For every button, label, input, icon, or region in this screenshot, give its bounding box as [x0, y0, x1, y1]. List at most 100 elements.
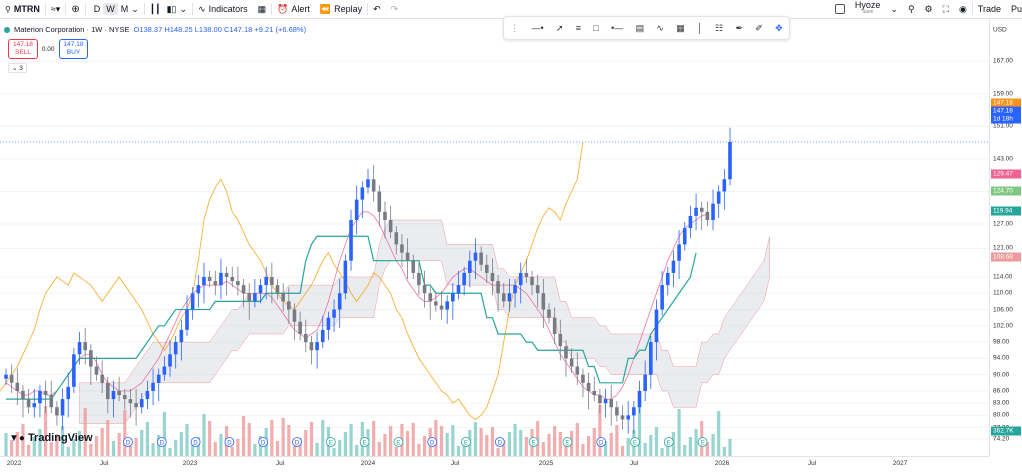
measure-icon[interactable]: ☷ — [715, 22, 724, 33]
candle-body — [287, 301, 291, 310]
templates-button[interactable]: ▦ — [253, 0, 272, 18]
interval-w[interactable]: W — [103, 3, 118, 15]
volume-bar — [241, 416, 246, 456]
divider — [84, 3, 86, 15]
indicators-toggle[interactable]: ⌄ 3 — [8, 63, 27, 73]
candle-body — [637, 390, 642, 408]
candle-body — [343, 260, 348, 294]
candle-body — [383, 211, 387, 220]
fullscreen-button[interactable]: ⛶ — [938, 0, 954, 18]
layout-menu[interactable]: Hyoze Save ⌄ — [830, 0, 903, 18]
time-axis[interactable]: 2022 Jul 2023 Jul 2024 Jul 2025 Jul 2026 Jul 2027 — [0, 456, 989, 475]
redo-button[interactable]: ↷ — [386, 0, 404, 18]
bar-style-button[interactable]: ┃┃ ▮▯ ⌄ — [145, 0, 192, 18]
candle-body — [484, 264, 489, 273]
event-marker-earnings — [562, 437, 573, 447]
divider — [44, 3, 46, 15]
volume-bar — [106, 420, 110, 456]
parallel-channel-icon[interactable]: ≡ — [575, 23, 582, 33]
candle-body — [139, 399, 144, 408]
compare-button[interactable]: ≈▾ — [46, 0, 65, 18]
volume-bar — [694, 429, 698, 456]
price-tick-label: 80.00 — [993, 411, 1010, 419]
volume-bar — [72, 439, 76, 456]
price-tick-label: 121.00 — [993, 244, 1013, 252]
volume-bar — [473, 422, 478, 456]
candle-body — [360, 187, 365, 200]
price-tick-label: 98.00 — [993, 338, 1010, 346]
volume-bar — [128, 446, 133, 456]
trend-line-icon[interactable]: ➚ — [555, 22, 564, 33]
vertical-line-icon[interactable]: │ — [697, 23, 703, 33]
fib-retracement-icon[interactable]: ▤ — [635, 22, 645, 33]
indicator-count: 3 — [19, 65, 23, 72]
candle-body — [513, 285, 517, 294]
settings-button[interactable]: ⚙ — [920, 0, 938, 18]
volume-bar — [134, 438, 138, 456]
volume-bar — [15, 432, 19, 456]
publish-button[interactable]: Pu — [1006, 0, 1022, 18]
symbol-search[interactable]: ⚲ MTRN — [0, 0, 45, 18]
volume-bar — [485, 435, 489, 456]
event-marker-earnings — [630, 437, 640, 447]
volume-bar — [162, 412, 166, 456]
volume-bar — [649, 435, 653, 456]
interval-m[interactable]: M — [120, 4, 129, 14]
volume-bar — [196, 437, 200, 456]
rewind-icon: ⏪ — [319, 3, 332, 14]
horizontal-line-icon[interactable]: —• — [531, 23, 544, 33]
sell-button[interactable]: 147.18 SELL — [8, 39, 38, 59]
candle-body — [682, 228, 687, 245]
crosshair-icon[interactable]: ✥ — [775, 22, 783, 33]
path-icon[interactable]: ∿ — [656, 22, 664, 33]
candle-body — [456, 285, 461, 294]
fullscreen-icon: ⛶ — [942, 3, 949, 14]
chevron-down-icon[interactable]: ⌄ — [131, 3, 139, 14]
candle-body — [496, 281, 500, 294]
interval-group: D W M ⌄ — [86, 0, 144, 18]
volume-bar — [49, 442, 53, 456]
time-tick-label: 2023 — [182, 460, 198, 467]
indicators-button[interactable]: ∿ Indicators — [193, 0, 253, 18]
event-marker-label: D — [295, 441, 300, 447]
trade-button[interactable]: Trade — [973, 0, 1006, 18]
event-marker-label: D — [599, 441, 604, 447]
event-marker-earnings — [325, 437, 336, 447]
volume-bar — [654, 427, 659, 456]
volume-bar — [722, 447, 726, 456]
candle-body — [405, 252, 410, 261]
candle-body — [156, 374, 161, 383]
price-tick-label: 114.00 — [993, 273, 1013, 281]
candle-body — [468, 260, 472, 273]
event-marker-label: E — [396, 441, 400, 447]
brush-icon[interactable]: ✒ — [735, 22, 743, 33]
ray-icon[interactable]: •— — [611, 23, 624, 33]
candle-body — [60, 399, 65, 416]
time-tick-label: Jul — [450, 460, 460, 467]
volume-bar — [524, 437, 528, 456]
volume-bar — [60, 426, 65, 456]
snapshot-button[interactable]: ◉ — [954, 0, 972, 18]
candle-body — [151, 382, 155, 391]
price-axis[interactable]: USD 167.00159.00151.00143.00135.00127.00… — [989, 19, 1022, 456]
gann-grid-icon[interactable]: ▦ — [676, 22, 685, 33]
quick-search-button[interactable]: ⚲ — [903, 0, 920, 18]
replay-button[interactable]: ⏪ Replay — [315, 0, 367, 18]
price-tick-label: 167.00 — [993, 57, 1013, 65]
add-symbol-button[interactable]: ⊕ — [66, 0, 84, 18]
rectangle-icon[interactable]: □ — [593, 23, 599, 33]
volume-bar — [558, 432, 562, 456]
event-marker-dividend — [190, 437, 201, 447]
interval-d[interactable]: D — [93, 4, 101, 14]
drag-handle-icon[interactable]: ⋮ — [510, 22, 520, 33]
volume-bar — [541, 442, 545, 456]
candle-body — [609, 399, 614, 408]
pen-icon[interactable]: ✐ — [755, 22, 763, 33]
volume-bar — [349, 424, 353, 456]
undo-button[interactable]: ↶ — [368, 0, 386, 18]
volume-bar — [688, 437, 693, 456]
buy-button[interactable]: 147.18 BUY — [58, 39, 89, 59]
alert-button[interactable]: ⏰ Alert — [272, 0, 315, 18]
camera-icon: ◉ — [958, 3, 967, 14]
